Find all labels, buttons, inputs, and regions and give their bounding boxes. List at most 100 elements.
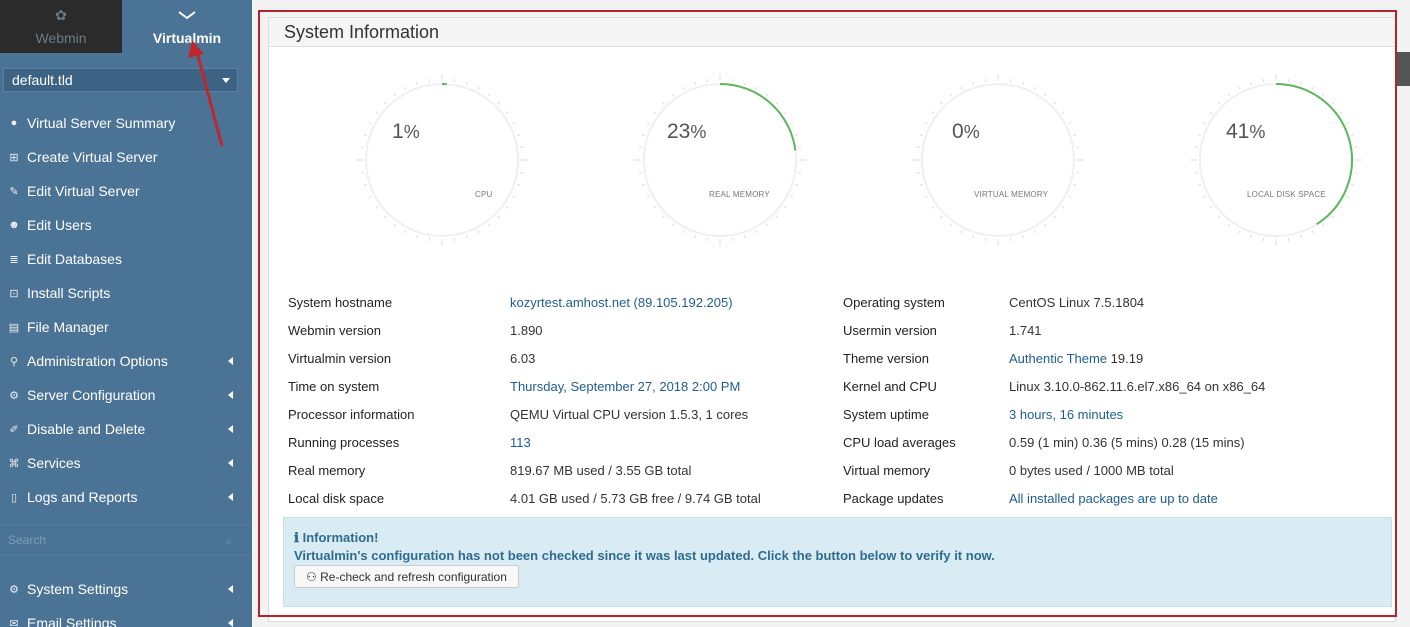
- info-row: System uptime 3 hours, 16 minutes: [843, 407, 1383, 427]
- gauge-value-number: 1: [392, 120, 404, 143]
- tab-virtualmin-label: Virtualmin: [152, 30, 222, 46]
- sidebar-item-label: Administration Options: [27, 353, 168, 369]
- info-value: QEMU Virtual CPU version 1.5.3, 1 cores: [510, 407, 748, 422]
- info-label: Processor information: [288, 407, 415, 422]
- domain-select[interactable]: default.tld: [3, 68, 238, 92]
- info-value: 113: [510, 435, 531, 450]
- user-icon: ⚇: [306, 570, 317, 584]
- info-row: Real memory 819.67 MB used / 3.55 GB tota…: [288, 463, 808, 483]
- gauge-label: LOCAL DISK SPACE: [1247, 190, 1326, 199]
- sidebar-item-file-manager[interactable]: ▤ File Manager: [0, 310, 252, 344]
- info-value: Authentic Theme 19.19: [1009, 351, 1143, 366]
- tab-virtualmin[interactable]: Virtualmin: [122, 0, 252, 53]
- info-value-link[interactable]: Thursday, September 27, 2018 2:00 PM: [510, 379, 741, 394]
- info-value-link[interactable]: kozyrtest.amhost.net (89.105.192.205): [510, 295, 733, 310]
- sidebar-item-label: Edit Users: [27, 217, 92, 233]
- caret-left-icon: [228, 585, 233, 593]
- tab-webmin-label: Webmin: [35, 30, 87, 46]
- sidebar-item-label: Services: [27, 455, 81, 471]
- sidebar-item-label: Disable and Delete: [27, 421, 146, 437]
- gauge-value: 23%: [667, 120, 706, 144]
- info-row: Kernel and CPU Linux 3.10.0-862.11.6.el7.…: [843, 379, 1383, 399]
- caret-left-icon: [228, 391, 233, 399]
- gauge-value-number: 23: [667, 120, 691, 143]
- sidebar-menu: ● Virtual Server Summary ⊞ Create Virtual S…: [0, 106, 252, 514]
- main-content: System Information 1% CPU 23% REAL MEMORY 0%…: [252, 0, 1410, 627]
- sidebar-tabs: ✿ Webmin Virtualmin: [0, 0, 252, 53]
- gauge-value-unit: %: [403, 122, 420, 142]
- info-value: 0 bytes used / 1000 MB total: [1009, 463, 1174, 478]
- gauge-label: VIRTUAL MEMORY: [974, 190, 1049, 199]
- right-info-table: Operating system CentOS Linux 7.5.1804 Use…: [843, 295, 1383, 515]
- info-circle-icon: ℹ: [294, 530, 299, 545]
- info-row: CPU load averages 0.59 (1 min) 0.36 (5 mi…: [843, 435, 1383, 455]
- info-value-link[interactable]: Authentic Theme: [1009, 351, 1108, 366]
- sidebar-item-services[interactable]: ⌘ Services: [0, 446, 252, 480]
- info-value: CentOS Linux 7.5.1804: [1009, 295, 1144, 310]
- gear-icon: ⚙: [9, 583, 19, 596]
- download-icon: ⊡: [9, 287, 19, 300]
- sidebar-item-label: File Manager: [27, 319, 109, 335]
- sidebar-item-server-configuration[interactable]: ⚙ Server Configuration: [0, 378, 252, 412]
- gauge-arc: [719, 83, 797, 151]
- gauge-value-unit: %: [963, 122, 980, 142]
- sidebar-item-install-scripts[interactable]: ⊡ Install Scripts: [0, 276, 252, 310]
- sidebar-item-label: Logs and Reports: [27, 489, 138, 505]
- sidebar-item-logs-and-reports[interactable]: ▯ Logs and Reports: [0, 480, 252, 514]
- annotation-frame: [258, 10, 1397, 617]
- sidebar-bottom-menu: ⚙ System Settings ✉ Email Settings: [0, 572, 252, 627]
- info-value-text: 0 bytes used / 1000 MB total: [1009, 463, 1174, 478]
- sidebar-item-edit-virtual-server[interactable]: ✎ Edit Virtual Server: [0, 174, 252, 208]
- sidebar-search-input[interactable]: Search ⌕: [0, 524, 252, 556]
- domain-select-value: default.tld: [12, 72, 73, 88]
- info-value: All installed packages are up to date: [1009, 491, 1218, 506]
- scroll-edge: [1397, 52, 1410, 86]
- alert-title: ℹ Information!: [294, 530, 378, 546]
- gauge-cpu: 1% CPU: [352, 70, 532, 250]
- sidebar-item-label: Edit Databases: [27, 251, 122, 267]
- caret-left-icon: [228, 425, 233, 433]
- caret-left-icon: [228, 619, 233, 627]
- sidebar-item-label: Server Configuration: [27, 387, 156, 403]
- sidebar-item-create-virtual-server[interactable]: ⊞ Create Virtual Server: [0, 140, 252, 174]
- sidebar: ✿ Webmin Virtualmin default.tld ● Virtual…: [0, 0, 252, 627]
- search-placeholder: Search: [8, 533, 47, 547]
- sidebar-item-system-settings[interactable]: ⚙ System Settings: [0, 572, 252, 606]
- recheck-config-button[interactable]: ⚇ Re-check and refresh configuration: [294, 565, 519, 588]
- gauge-value: 1%: [392, 120, 420, 144]
- info-value-text: 819.67 MB used / 3.55 GB total: [510, 463, 692, 478]
- tab-webmin[interactable]: ✿ Webmin: [0, 0, 122, 53]
- info-alert: ℹ Information! Virtualmin's configuratio…: [283, 517, 1392, 607]
- info-value-link[interactable]: 3 hours, 16 minutes: [1009, 407, 1124, 422]
- sidebar-item-virtual-server-summary[interactable]: ● Virtual Server Summary: [0, 106, 252, 140]
- info-value-text: Linux 3.10.0-862.11.6.el7.x86_64 on x86_…: [1009, 379, 1266, 394]
- info-icon: ●: [10, 117, 18, 129]
- info-row: Running processes 113: [288, 435, 808, 455]
- sidebar-item-disable-and-delete[interactable]: ✐ Disable and Delete: [0, 412, 252, 446]
- sidebar-item-label: Email Settings: [27, 615, 117, 627]
- info-row: Package updates All installed packages ar…: [843, 491, 1383, 511]
- sidebar-item-label: System Settings: [27, 581, 129, 597]
- sidebar-item-administration-options[interactable]: ⚲ Administration Options: [0, 344, 252, 378]
- sitemap-icon: ⌘: [8, 457, 20, 470]
- info-label: Virtualmin version: [288, 351, 392, 366]
- info-value-link[interactable]: 113: [510, 435, 531, 450]
- sidebar-item-label: Create Virtual Server: [27, 149, 158, 165]
- sidebar-item-edit-users[interactable]: ☻ Edit Users: [0, 208, 252, 242]
- gauge-value-number: 41: [1226, 120, 1250, 143]
- info-value: 1.890: [510, 323, 543, 338]
- info-value: Thursday, September 27, 2018 2:00 PM: [510, 379, 740, 394]
- caret-left-icon: [228, 493, 233, 501]
- sidebar-item-email-settings[interactable]: ✉ Email Settings: [0, 606, 252, 627]
- info-value: 0.59 (1 min) 0.36 (5 mins) 0.28 (15 mins…: [1009, 435, 1245, 450]
- sidebar-item-edit-databases[interactable]: ≣ Edit Databases: [0, 242, 252, 276]
- gauge-real-memory: 23% REAL MEMORY: [630, 70, 810, 250]
- gauge-value-unit: %: [1249, 122, 1266, 142]
- folder-icon: ▤: [8, 321, 20, 334]
- cogs-icon: ⚙: [9, 389, 19, 402]
- info-value-link[interactable]: All installed packages are up to date: [1009, 491, 1218, 506]
- info-row: Operating system CentOS Linux 7.5.1804: [843, 295, 1383, 315]
- users-icon: ☻: [8, 219, 20, 231]
- info-row: Webmin version 1.890: [288, 323, 808, 343]
- info-value: 3 hours, 16 minutes: [1009, 407, 1123, 422]
